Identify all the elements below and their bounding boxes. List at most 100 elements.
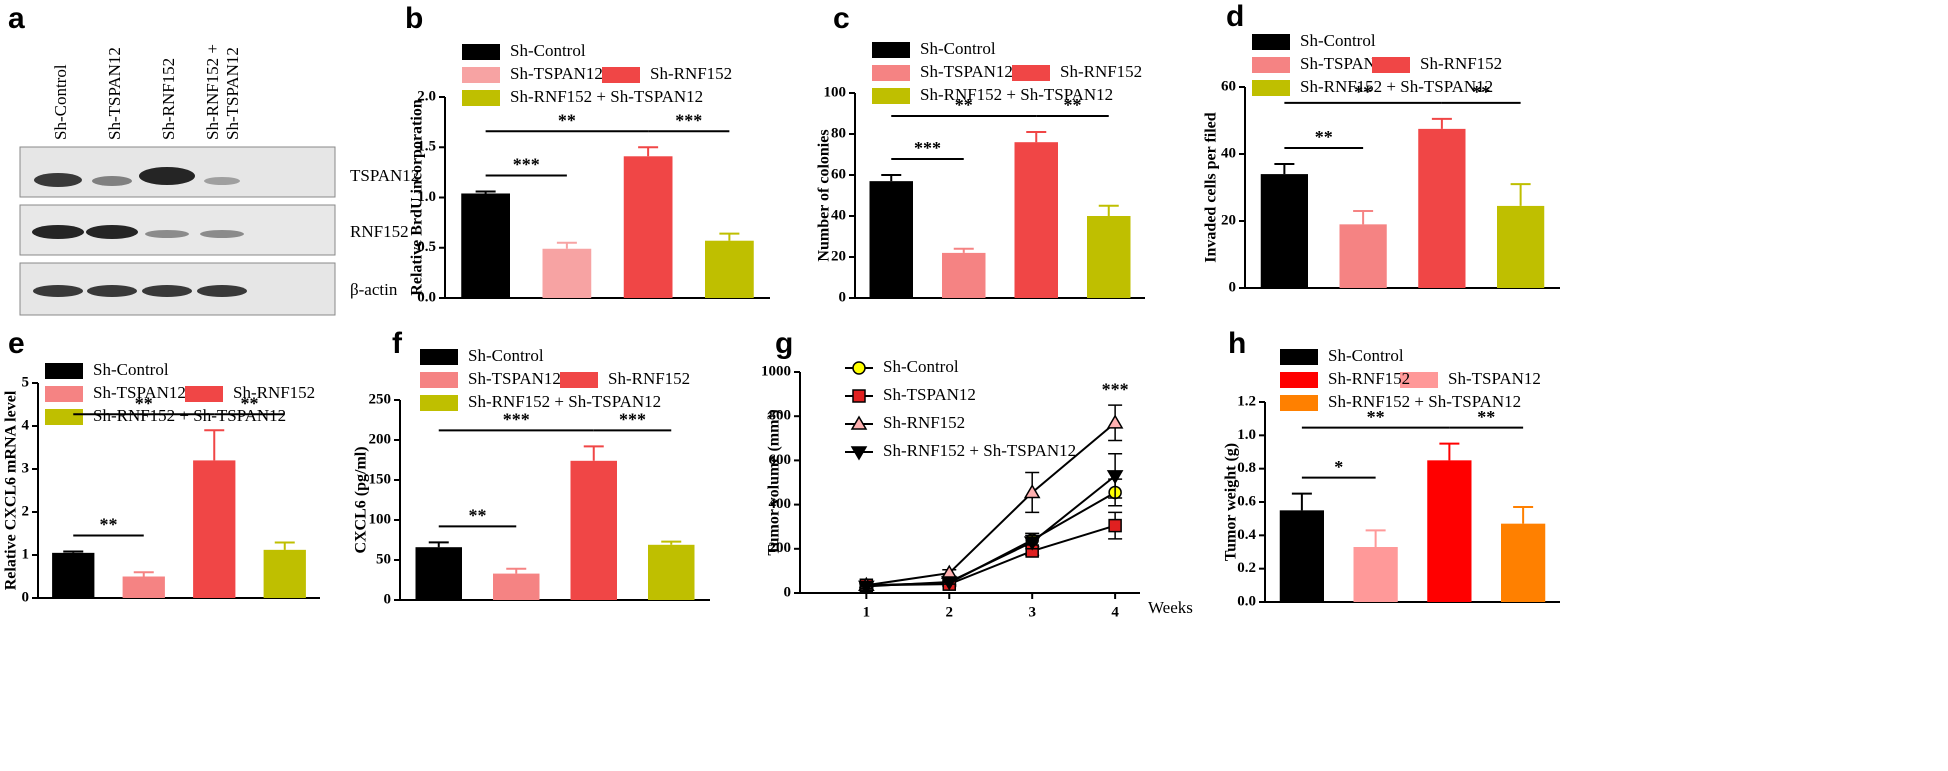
y-axis-label: Relative CXCL6 mRNA level [3, 390, 20, 590]
y-axis-label: Invaded cells per filed [1203, 112, 1220, 262]
legend-label: Sh-TSPAN12 [93, 383, 186, 402]
y-tick-label: 3 [22, 460, 30, 476]
y-tick-label: 50 [376, 551, 391, 567]
legend-swatch [1280, 395, 1318, 411]
significance-label: ** [241, 393, 259, 413]
legend-marker [852, 361, 866, 375]
bar [1014, 142, 1058, 298]
legend-marker [850, 415, 868, 430]
error-bar [274, 541, 295, 550]
bar [461, 193, 510, 298]
legend-label: Sh-Control [920, 39, 996, 58]
legend-label: Sh-TSPAN12 [920, 62, 1013, 81]
panel-letter: a [8, 2, 25, 35]
significance-label: ** [1477, 407, 1495, 427]
significance-label: ** [1315, 127, 1333, 147]
legend-swatch [45, 386, 83, 402]
legend-swatch [1012, 65, 1050, 81]
bar [493, 573, 540, 600]
legend-label: Sh-TSPAN12 [1300, 54, 1393, 73]
y-tick-label: 80 [831, 125, 846, 141]
y-tick-label: 0 [1229, 279, 1237, 295]
legend-swatch [462, 67, 500, 83]
marker [1023, 536, 1041, 551]
y-tick-label: 20 [1221, 212, 1236, 228]
legend-label: Sh-RNF152 + Sh-TSPAN12 [1300, 77, 1493, 96]
x-tick-label: 1 [863, 604, 871, 620]
bar [1353, 547, 1398, 602]
bar [542, 248, 592, 298]
lane-label: Sh-TSPAN12 [105, 47, 124, 140]
legend-label: Sh-RNF152 [608, 369, 690, 388]
legend-swatch [1252, 34, 1290, 50]
significance-label: *** [914, 138, 941, 158]
significance-label: ** [100, 515, 118, 535]
error-bar [719, 232, 740, 241]
marker [1023, 483, 1041, 499]
error-bar [1365, 529, 1386, 547]
legend-swatch [1400, 372, 1438, 388]
legend-label: Sh-RNF152 [650, 64, 732, 83]
bar [52, 552, 95, 598]
bar [1339, 224, 1387, 288]
y-tick-label: 0.6 [1237, 493, 1256, 509]
legend-swatch [602, 67, 640, 83]
error-bar [661, 540, 682, 545]
significance-label: ** [469, 506, 487, 526]
error-bar [133, 571, 154, 577]
error-bar [1439, 442, 1460, 461]
error-bar [583, 445, 604, 461]
bar [1260, 174, 1308, 288]
legend-swatch [420, 395, 458, 411]
legend-label: Sh-TSPAN12 [510, 64, 603, 83]
legend-swatch [560, 372, 598, 388]
legend-label: Sh-RNF152 + Sh-TSPAN12 [468, 392, 661, 411]
y-tick-label: 4 [22, 417, 30, 433]
marker [858, 580, 875, 595]
bar [570, 460, 617, 600]
significance-label: *** [1102, 379, 1129, 399]
significance-label: ** [558, 110, 576, 130]
x-axis-label: Weeks [1148, 598, 1193, 617]
y-tick-label: 1.2 [1237, 393, 1256, 409]
y-tick-label: 0.0 [417, 289, 436, 305]
y-tick-label: 0.4 [1237, 527, 1256, 543]
y-tick-label: 1.0 [1237, 427, 1256, 443]
bar [623, 156, 673, 298]
legend-swatch [462, 90, 500, 106]
y-tick-label: 60 [1221, 78, 1236, 94]
error-bar [1026, 130, 1047, 143]
significance-label: *** [675, 110, 702, 130]
error-bar [1353, 209, 1374, 225]
error-bar [506, 567, 527, 574]
y-tick-label: 1000 [761, 363, 791, 379]
panel-letter: c [833, 2, 850, 35]
y-tick-label: 0 [22, 589, 30, 605]
y-tick-label: 0.8 [1237, 460, 1256, 476]
legend-swatch [420, 372, 458, 388]
significance-label: ** [955, 95, 973, 115]
lane-label: Sh-TSPAN12 [223, 47, 242, 140]
band-label: β-actin [350, 280, 398, 299]
legend-swatch [462, 44, 500, 60]
error-bar [63, 550, 84, 553]
significance-label: *** [503, 410, 530, 430]
significance-label: * [1334, 457, 1343, 477]
y-tick-label: 1.0 [417, 189, 436, 205]
panel-letter: b [405, 2, 423, 35]
bar [1497, 205, 1545, 288]
legend-swatch [1252, 80, 1290, 96]
legend-label: Sh-Control [883, 357, 959, 376]
lane-label: Sh-RNF152 [159, 58, 178, 140]
y-tick-label: 2 [22, 503, 30, 519]
bar [415, 547, 462, 600]
legend-swatch [185, 386, 223, 402]
legend-swatch [420, 349, 458, 365]
y-tick-label: 40 [831, 207, 846, 223]
bar [648, 544, 695, 600]
y-axis-label: Tumor weight (g) [1223, 443, 1240, 561]
y-axis-label: Number of colonies [816, 129, 833, 261]
y-tick-label: 0.2 [1237, 560, 1256, 576]
x-tick-label: 4 [1111, 604, 1119, 620]
